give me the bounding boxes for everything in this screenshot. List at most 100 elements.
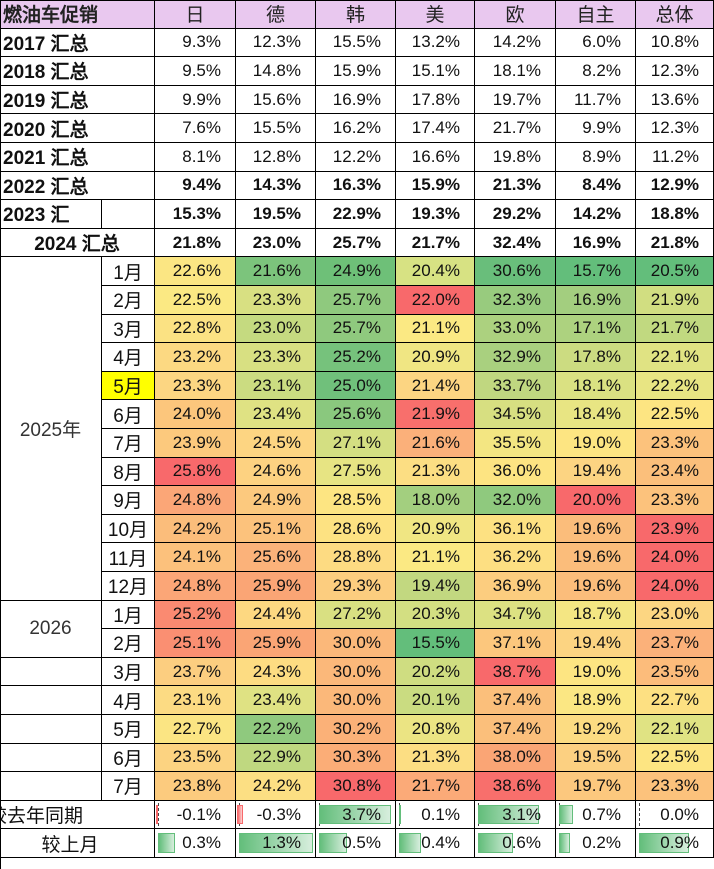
month-label: 7月	[102, 429, 155, 458]
annual-value: 17.8%	[396, 85, 475, 115]
column-header-1: 日	[155, 0, 236, 29]
mom-value: 0.5%	[316, 829, 396, 858]
month-value: 18.0%	[396, 486, 475, 515]
month-value: 20.8%	[396, 715, 475, 744]
month-value: 23.1%	[155, 686, 236, 715]
column-header-3: 韩	[316, 0, 396, 29]
month-value: 20.3%	[396, 600, 475, 630]
yoy-value: 3.1%	[475, 800, 556, 830]
mom-value-text: 0.5%	[342, 833, 381, 853]
month-value: 24.0%	[636, 543, 714, 572]
month-label: 6月	[102, 743, 155, 773]
yoy-value: 3.7%	[316, 800, 396, 830]
month-value: 21.4%	[396, 371, 475, 401]
month-value: 25.8%	[155, 457, 236, 487]
annual-value: 9.3%	[155, 28, 236, 58]
year-label: 2018 汇总	[0, 57, 155, 86]
month-value: 38.7%	[475, 657, 556, 687]
year-group-spacer	[0, 772, 102, 801]
month-value: 32.0%	[475, 486, 556, 515]
month-value: 19.4%	[396, 572, 475, 601]
month-value: 22.2%	[236, 715, 316, 744]
month-value: 30.8%	[316, 772, 396, 801]
month-value: 23.3%	[155, 371, 236, 401]
annual-value: 8.4%	[556, 171, 636, 201]
month-value: 25.9%	[236, 629, 316, 658]
month-value: 20.1%	[396, 686, 475, 715]
month-value: 27.5%	[316, 457, 396, 487]
month-value: 21.9%	[396, 400, 475, 429]
month-value: 28.8%	[316, 543, 396, 572]
month-value: 19.0%	[556, 657, 636, 687]
data-bar	[399, 833, 422, 853]
annual-value: 21.8%	[636, 228, 714, 258]
yoy-value: -0.1%	[155, 800, 236, 830]
month-value: 25.7%	[316, 286, 396, 315]
year-group-spacer	[0, 743, 102, 773]
month-label: 3月	[102, 314, 155, 344]
yoy-value-text: -0.3%	[256, 804, 301, 824]
annual-value: 16.9%	[316, 85, 396, 115]
yoy-label: 较去年同期	[0, 800, 155, 830]
month-value: 22.1%	[636, 715, 714, 744]
year-group-spacer	[0, 657, 102, 687]
yoy-value-text: 0.7%	[582, 804, 621, 824]
annual-value: 12.2%	[316, 143, 396, 172]
mom-label: 较上月	[0, 829, 155, 858]
data-bar	[319, 804, 391, 825]
annual-value: 12.3%	[636, 114, 714, 143]
month-value: 24.9%	[316, 257, 396, 286]
month-value: 19.6%	[556, 572, 636, 601]
month-value: 22.1%	[636, 343, 714, 372]
month-value: 27.1%	[316, 429, 396, 458]
month-value: 25.2%	[155, 600, 236, 630]
month-value: 22.6%	[155, 257, 236, 286]
data-bar	[639, 833, 689, 853]
month-value: 25.7%	[316, 314, 396, 344]
annual-value: 21.8%	[155, 228, 236, 258]
mom-value-text: 0.6%	[502, 833, 541, 853]
year-group-2026: 2026	[0, 600, 102, 658]
year-label: 2021 汇总	[0, 143, 155, 172]
annual-value: 11.7%	[556, 85, 636, 115]
month-value: 21.1%	[396, 543, 475, 572]
annual-value: 15.5%	[236, 114, 316, 143]
annual-value: 21.7%	[396, 228, 475, 258]
annual-value: 12.9%	[636, 171, 714, 201]
annual-value: 19.3%	[396, 200, 475, 229]
year-label: 2022 汇总	[0, 171, 155, 201]
annual-value: 14.2%	[475, 28, 556, 58]
month-label: 5月	[102, 715, 155, 744]
annual-value: 21.3%	[475, 171, 556, 201]
month-value: 19.2%	[556, 715, 636, 744]
month-value: 34.7%	[475, 600, 556, 630]
month-value: 36.1%	[475, 514, 556, 544]
annual-value: 16.2%	[316, 114, 396, 143]
column-header-5: 欧	[475, 0, 556, 29]
month-value: 36.2%	[475, 543, 556, 572]
month-value: 21.9%	[636, 286, 714, 315]
month-label: 1月	[102, 257, 155, 286]
month-value: 30.0%	[316, 657, 396, 687]
month-value: 24.4%	[236, 600, 316, 630]
month-value: 19.0%	[556, 429, 636, 458]
month-value: 25.6%	[316, 400, 396, 429]
month-value: 30.0%	[316, 686, 396, 715]
column-header-4: 美	[396, 0, 475, 29]
yoy-value-text: 3.7%	[342, 804, 381, 824]
month-value: 25.1%	[236, 514, 316, 544]
annual-value: 11.2%	[636, 143, 714, 172]
annual-value: 12.3%	[636, 57, 714, 86]
annual-value: 8.2%	[556, 57, 636, 86]
month-value: 20.0%	[556, 486, 636, 515]
yoy-value: 0.7%	[556, 800, 636, 830]
month-value: 24.0%	[636, 572, 714, 601]
month-value: 23.0%	[236, 314, 316, 344]
month-value: 23.7%	[636, 629, 714, 658]
mom-value: 0.6%	[475, 829, 556, 858]
month-value: 25.0%	[316, 371, 396, 401]
annual-value: 10.8%	[636, 28, 714, 58]
month-value: 23.0%	[636, 600, 714, 630]
yoy-value-text: 0.0%	[660, 804, 699, 824]
mom-value-text: 0.2%	[582, 833, 621, 853]
